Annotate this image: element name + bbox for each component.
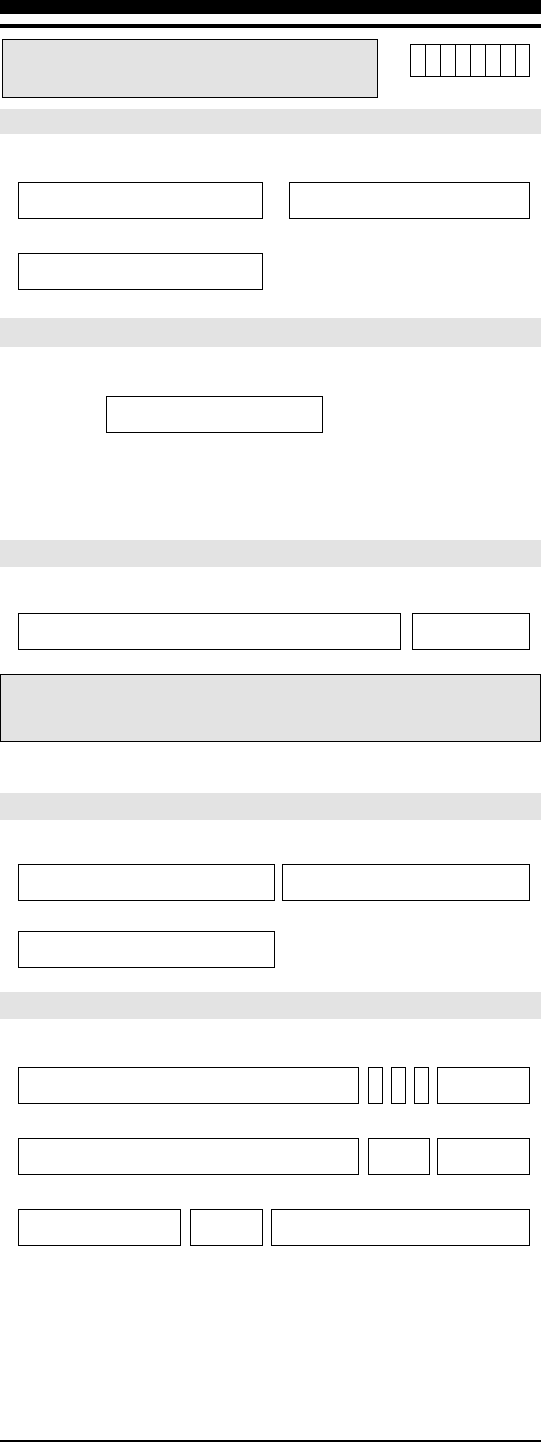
date-cell[interactable] bbox=[500, 44, 515, 77]
date-cell[interactable] bbox=[425, 44, 440, 77]
field-g1-2[interactable] bbox=[289, 182, 530, 219]
top-bar bbox=[0, 0, 541, 14]
field-g4-2[interactable] bbox=[282, 864, 530, 901]
date-cell[interactable] bbox=[410, 44, 425, 77]
header-rule bbox=[0, 24, 541, 28]
field-g2-1[interactable] bbox=[106, 396, 323, 433]
field-g5-r1-cell-2[interactable] bbox=[391, 1067, 406, 1104]
field-g5-r3-3[interactable] bbox=[271, 1209, 530, 1246]
date-cells[interactable] bbox=[410, 44, 530, 77]
title-box[interactable] bbox=[2, 39, 378, 98]
section-bar-3 bbox=[0, 540, 541, 567]
section-bar-2 bbox=[0, 318, 541, 347]
bottom-rule bbox=[0, 1440, 541, 1442]
date-cell[interactable] bbox=[470, 44, 485, 77]
field-g3-1[interactable] bbox=[18, 613, 401, 650]
field-g5-r2-3[interactable] bbox=[437, 1138, 530, 1175]
section-bar-1 bbox=[0, 109, 541, 134]
field-g5-r2-2[interactable] bbox=[368, 1138, 430, 1175]
date-cell[interactable] bbox=[515, 44, 530, 77]
field-g5-r1-cell-3[interactable] bbox=[414, 1067, 429, 1104]
field-g5-r3-2[interactable] bbox=[190, 1209, 263, 1246]
field-g5-r3-1[interactable] bbox=[18, 1209, 181, 1246]
form-page bbox=[0, 0, 541, 1447]
field-g5-r1-tail[interactable] bbox=[437, 1067, 530, 1104]
field-g3-shaded[interactable] bbox=[0, 674, 541, 742]
date-cell[interactable] bbox=[455, 44, 470, 77]
field-g4-1[interactable] bbox=[18, 864, 275, 901]
field-g1-3[interactable] bbox=[18, 253, 263, 290]
field-g5-r1-main[interactable] bbox=[18, 1067, 359, 1104]
field-g5-r2-1[interactable] bbox=[18, 1138, 359, 1175]
field-g1-1[interactable] bbox=[18, 182, 263, 219]
section-bar-5 bbox=[0, 992, 541, 1019]
section-bar-4 bbox=[0, 793, 541, 820]
date-cell[interactable] bbox=[485, 44, 500, 77]
field-g3-2[interactable] bbox=[412, 613, 530, 650]
field-g5-r1-cell-1[interactable] bbox=[368, 1067, 383, 1104]
field-g4-3[interactable] bbox=[18, 931, 275, 968]
date-cell[interactable] bbox=[440, 44, 455, 77]
